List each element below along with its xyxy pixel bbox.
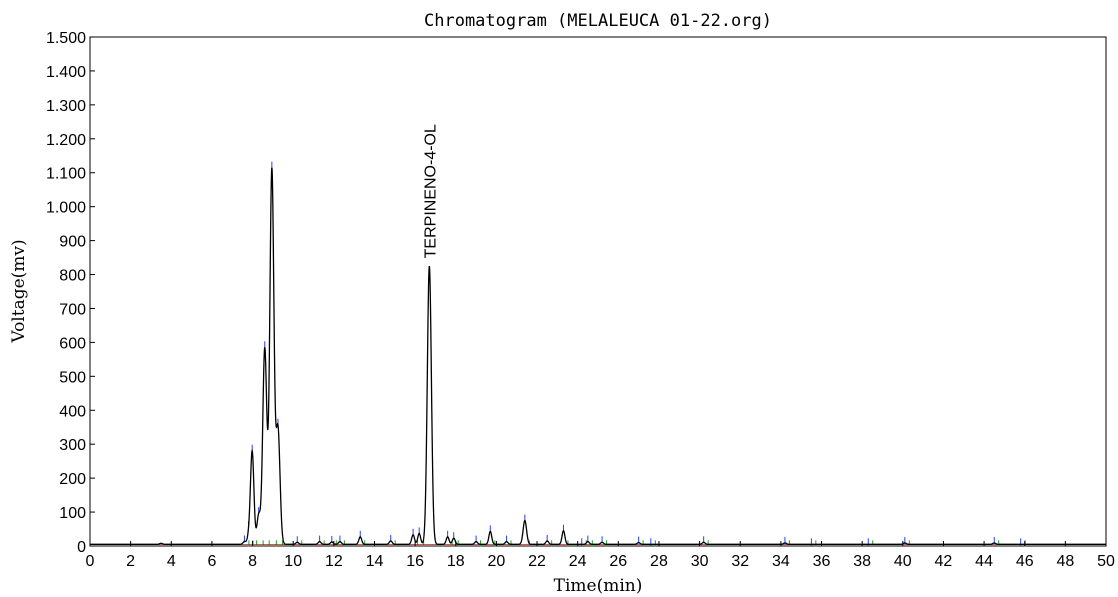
x-tick-label: 4 xyxy=(167,553,176,570)
x-tick-label: 36 xyxy=(813,553,831,570)
x-axis: 0 2 4 6 8 10 12 14 16 18 20 22 24 26 28 30 32 34 36 38 40 42 4… xyxy=(86,541,1115,570)
x-tick-label: 20 xyxy=(488,553,506,570)
y-tick-label: 1.500 xyxy=(46,30,86,47)
y-axis-label: Voltage(mv) xyxy=(9,239,29,343)
x-tick-label: 18 xyxy=(447,553,465,570)
x-tick-label: 28 xyxy=(650,553,668,570)
y-tick-label: 100 xyxy=(59,505,86,522)
x-tick-label: 0 xyxy=(86,553,95,570)
x-tick-label: 38 xyxy=(853,553,871,570)
x-tick-label: 48 xyxy=(1056,553,1074,570)
y-tick-label: 800 xyxy=(59,268,86,285)
peak-annotation-terpineno: TERPINENO-4-OL xyxy=(422,124,439,258)
y-tick-label: 900 xyxy=(59,234,86,251)
x-tick-label: 8 xyxy=(248,553,257,570)
y-tick-label: 600 xyxy=(59,335,86,352)
x-tick-label: 46 xyxy=(1016,553,1034,570)
x-tick-label: 16 xyxy=(406,553,424,570)
y-tick-label: 0 xyxy=(77,539,86,556)
x-tick-label: 32 xyxy=(731,553,749,570)
y-tick-label: 1.300 xyxy=(46,98,86,115)
x-tick-label: 14 xyxy=(366,553,384,570)
x-tick-label: 44 xyxy=(975,553,993,570)
x-tick-label: 12 xyxy=(325,553,343,570)
y-tick-label: 1.200 xyxy=(46,132,86,149)
chromatogram-trace xyxy=(90,167,1106,545)
plot-area xyxy=(89,36,1107,547)
x-tick-label: 2 xyxy=(126,553,135,570)
x-tick-label: 6 xyxy=(207,553,216,570)
y-tick-label: 700 xyxy=(59,301,86,318)
x-tick-label: 10 xyxy=(284,553,302,570)
y-tick-label: 500 xyxy=(59,369,86,386)
x-tick-label: 30 xyxy=(691,553,709,570)
y-tick-label: 1.000 xyxy=(46,200,86,217)
peak-markers xyxy=(243,161,1026,547)
y-tick-label: 400 xyxy=(59,403,86,420)
x-tick-label: 34 xyxy=(772,553,790,570)
x-tick-label: 24 xyxy=(569,553,587,570)
x-tick-label: 40 xyxy=(894,553,912,570)
x-axis-label: Time(min) xyxy=(554,576,643,596)
y-tick-label: 300 xyxy=(59,437,86,454)
y-axis: 0 100 200 300 400 500 600 700 800 900 1.000 1.100 1.… xyxy=(46,30,95,556)
y-tick-label: 1.100 xyxy=(46,166,86,183)
annotations: TERPINENO-4-OL xyxy=(422,124,439,258)
chart-title: Chromatogram (MELALEUCA 01-22.org) xyxy=(424,11,772,31)
x-tick-label: 26 xyxy=(609,553,627,570)
y-tick-label: 1.400 xyxy=(46,64,86,81)
x-tick-label: 42 xyxy=(935,553,953,570)
x-tick-label: 22 xyxy=(528,553,546,570)
x-tick-label: 50 xyxy=(1097,553,1115,570)
y-tick-label: 200 xyxy=(59,471,86,488)
